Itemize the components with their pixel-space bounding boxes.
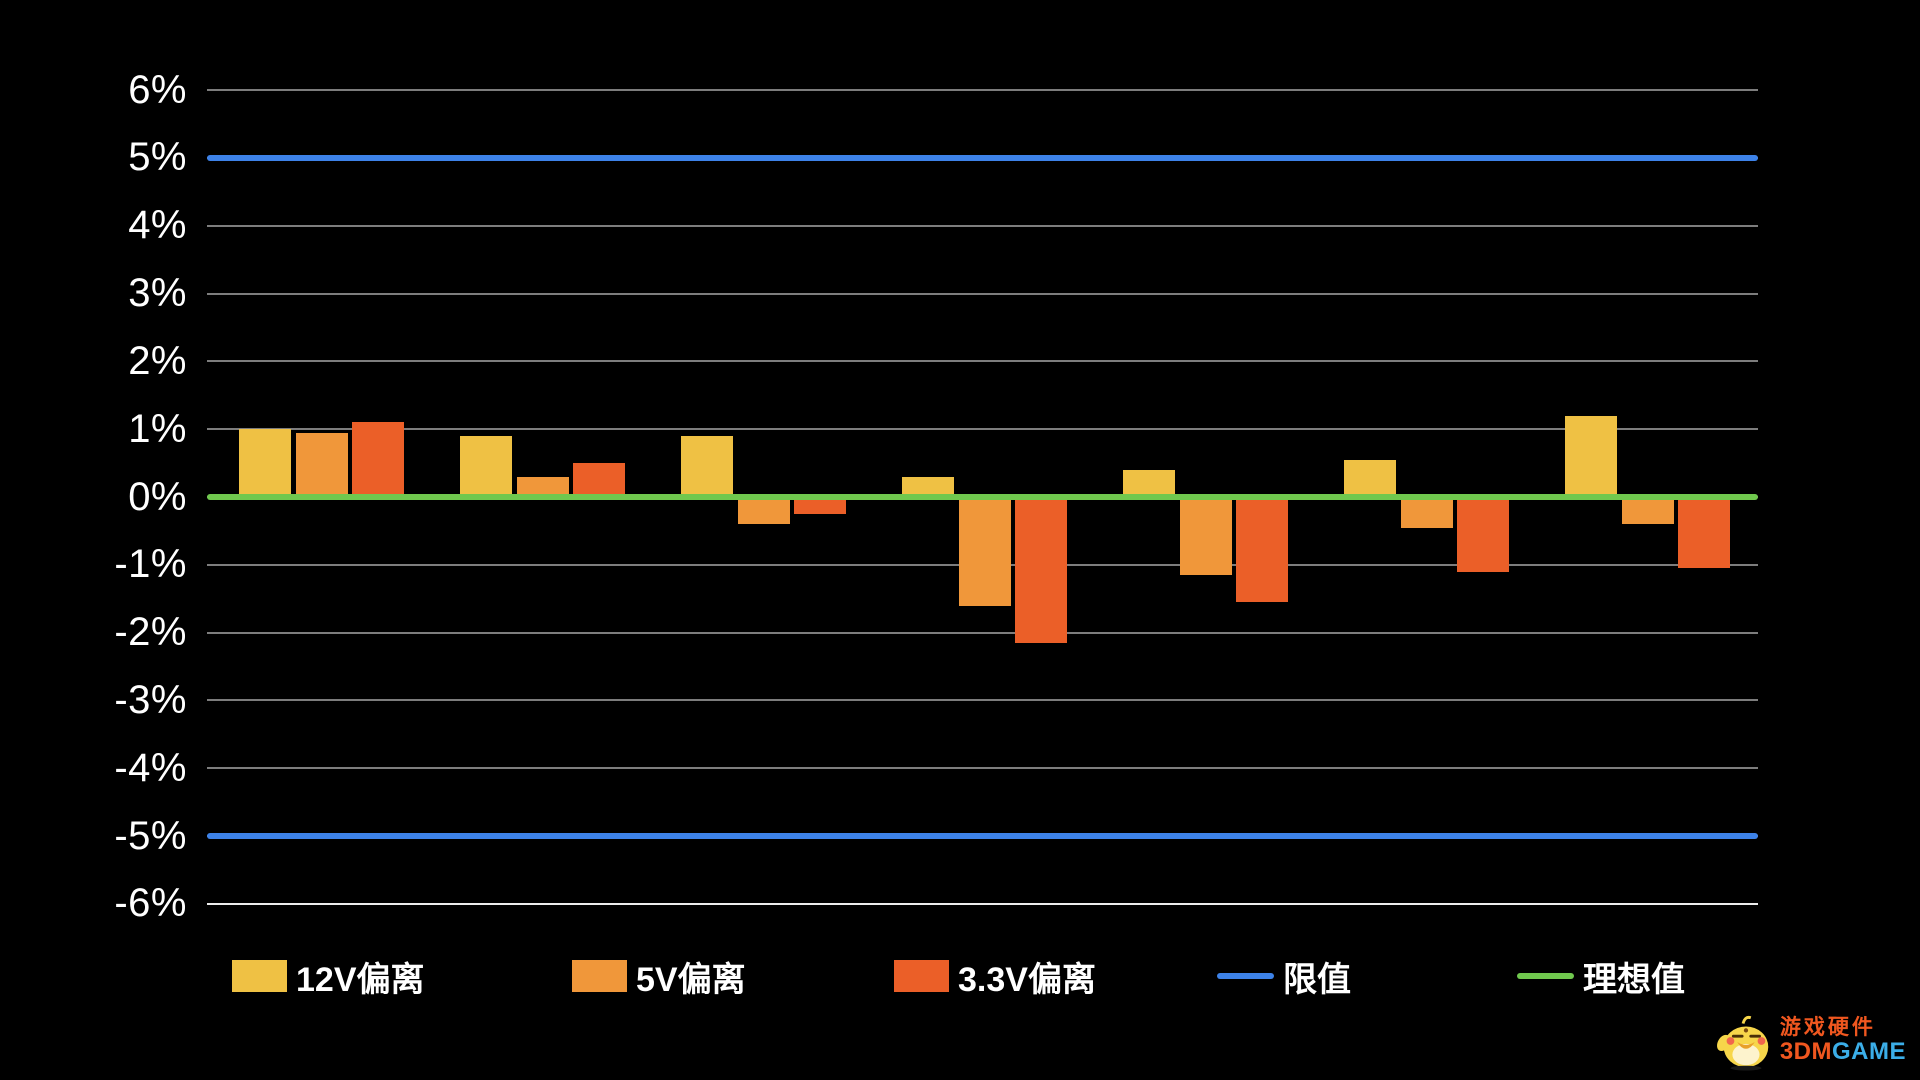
legend-item-limit: 限值 xyxy=(1217,952,1351,1000)
y-axis-label-1%: 1% xyxy=(128,406,187,451)
y-axis-label-3%: 3% xyxy=(128,271,187,315)
y-axis-label-6%: 6% xyxy=(128,67,187,112)
y-axis-label-4%: 4% xyxy=(128,203,187,248)
y-axis-label--2%: -2% xyxy=(114,610,187,655)
chart-legend: 12V偏离 5V偏离 3.3V偏离 限值 理想值 xyxy=(0,952,1920,1000)
chick-mascot-icon xyxy=(1716,1015,1769,1071)
gridline-2% xyxy=(207,360,1758,363)
bar-5V偏离-group2 xyxy=(517,476,569,497)
bar-3.3V偏离-group6 xyxy=(1457,497,1509,572)
bar-5V偏离-group6 xyxy=(1401,497,1453,528)
bar-3.3V偏离-group7 xyxy=(1678,497,1730,569)
bar-3.3V偏离-group5 xyxy=(1236,497,1288,603)
bar-5V偏离-group1 xyxy=(296,432,348,497)
bar-12V偏离-group1 xyxy=(239,429,291,497)
gridline-3% xyxy=(207,292,1758,295)
gridline--4% xyxy=(207,767,1758,770)
watermark-line1: 游戏硬件 xyxy=(1779,1016,1876,1040)
legend-swatch-3v3-icon xyxy=(894,960,949,992)
y-axis-label--6%: -6% xyxy=(114,881,187,926)
bar-5V偏离-group3 xyxy=(738,497,790,525)
refline-理想值-0pct xyxy=(207,494,1758,500)
y-axis-label-5%: 5% xyxy=(128,135,187,180)
bar-3.3V偏离-group3 xyxy=(794,497,846,514)
bar-12V偏离-group3 xyxy=(681,435,733,497)
bar-12V偏离-group6 xyxy=(1344,459,1396,497)
legend-label-ideal: 理想值 xyxy=(1583,960,1685,999)
legend-label-limit: 限值 xyxy=(1283,960,1351,999)
legend-swatch-5v-icon xyxy=(572,960,627,992)
bar-5V偏离-group7 xyxy=(1622,497,1674,525)
refline-限值--5pct xyxy=(207,833,1758,840)
watermark-line2: 3DMGAME xyxy=(1779,1038,1906,1066)
legend-swatch-12v-icon xyxy=(232,960,287,992)
bar-12V偏离-group7 xyxy=(1565,415,1617,497)
watermark-text: 游戏硬件 3DMGAME xyxy=(1779,1016,1906,1066)
legend-line-ideal-icon xyxy=(1517,973,1574,979)
y-axis-label--5%: -5% xyxy=(114,813,187,858)
watermark-3dmgame: 游戏硬件 3DMGAME xyxy=(1714,1010,1906,1072)
bar-12V偏离-group5 xyxy=(1123,469,1175,497)
bar-12V偏离-group4 xyxy=(902,476,954,497)
gridline-4% xyxy=(207,224,1758,227)
gridline-1% xyxy=(207,428,1758,431)
bar-5V偏离-group5 xyxy=(1180,497,1232,575)
gridline--3% xyxy=(207,699,1758,702)
gridline-6% xyxy=(207,89,1758,92)
legend-line-limit-icon xyxy=(1217,973,1274,979)
bar-3.3V偏离-group1 xyxy=(352,422,404,497)
legend-item-3v3: 3.3V偏离 xyxy=(894,952,1096,1000)
legend-label-5v: 5V偏离 xyxy=(636,960,746,999)
y-axis-label--3%: -3% xyxy=(114,677,187,722)
gridline--2% xyxy=(207,631,1758,634)
refline-限值-5pct xyxy=(207,154,1758,161)
legend-item-12v: 12V偏离 xyxy=(232,952,425,1000)
legend-label-12v: 12V偏离 xyxy=(296,960,425,999)
bar-3.3V偏离-group2 xyxy=(573,463,625,497)
legend-item-ideal: 理想值 xyxy=(1517,952,1685,1000)
legend-label-3v3: 3.3V偏离 xyxy=(958,960,1096,999)
y-axis-label--1%: -1% xyxy=(114,542,187,587)
legend-item-5v: 5V偏离 xyxy=(572,952,746,1000)
bar-5V偏离-group4 xyxy=(959,497,1011,606)
gridline--6% xyxy=(207,902,1758,905)
y-axis-label-2%: 2% xyxy=(128,338,187,383)
y-axis-label--4%: -4% xyxy=(114,745,187,790)
y-axis-label-0%: 0% xyxy=(128,474,187,519)
bar-3.3V偏离-group4 xyxy=(1015,497,1067,643)
bar-12V偏离-group2 xyxy=(460,435,512,497)
